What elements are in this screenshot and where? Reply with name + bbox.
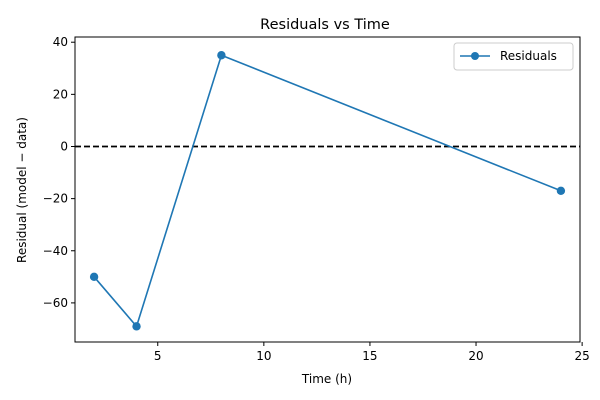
y-tick-label: −60 [43,296,68,310]
x-tick-label: 20 [468,349,483,363]
y-tick-label: −40 [43,244,68,258]
x-tick-label: 15 [362,349,377,363]
y-tick-label: 0 [60,139,68,153]
legend-label-residuals: Residuals [500,49,557,63]
y-tick-label: 40 [53,35,68,49]
plot-area [75,51,580,331]
x-axis: 5 10 15 20 25 [154,342,590,363]
y-tick-label: 20 [53,87,68,101]
x-tick-label: 25 [574,349,589,363]
x-axis-label: Time (h) [301,372,352,386]
legend-marker-swatch [471,52,479,60]
legend-box [453,42,574,71]
y-tick-label: −20 [43,192,68,206]
data-point [217,51,226,60]
series-line-residuals [93,54,562,328]
y-axis-label: Residual (model − data) [15,117,29,263]
data-point [556,186,566,196]
legend: Residuals [453,42,574,71]
y-axis: −60 −40 −20 0 20 40 [43,35,75,310]
x-tick-label: 5 [154,349,162,363]
chart-title: Residuals vs Time [260,17,390,33]
x-tick-label: 10 [256,349,271,363]
data-point [89,272,99,282]
axes-frame [74,36,581,343]
data-point [132,322,141,331]
